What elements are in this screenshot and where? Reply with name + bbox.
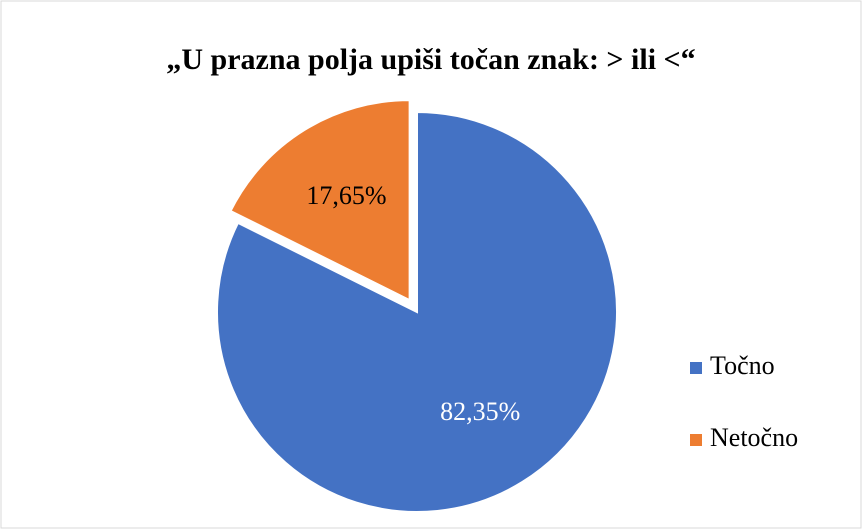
chart-title: „U prazna polja upiši točan znak: > ili … (166, 43, 695, 76)
legend-label: Točno (710, 351, 775, 380)
legend-label: Netočno (710, 423, 798, 452)
data-label: 82,35% (440, 397, 520, 426)
legend-swatch (690, 362, 702, 374)
data-label: 17,65% (306, 181, 386, 210)
pie-slice (216, 110, 618, 513)
pie-slice (229, 99, 411, 302)
legend-swatch (690, 434, 702, 446)
